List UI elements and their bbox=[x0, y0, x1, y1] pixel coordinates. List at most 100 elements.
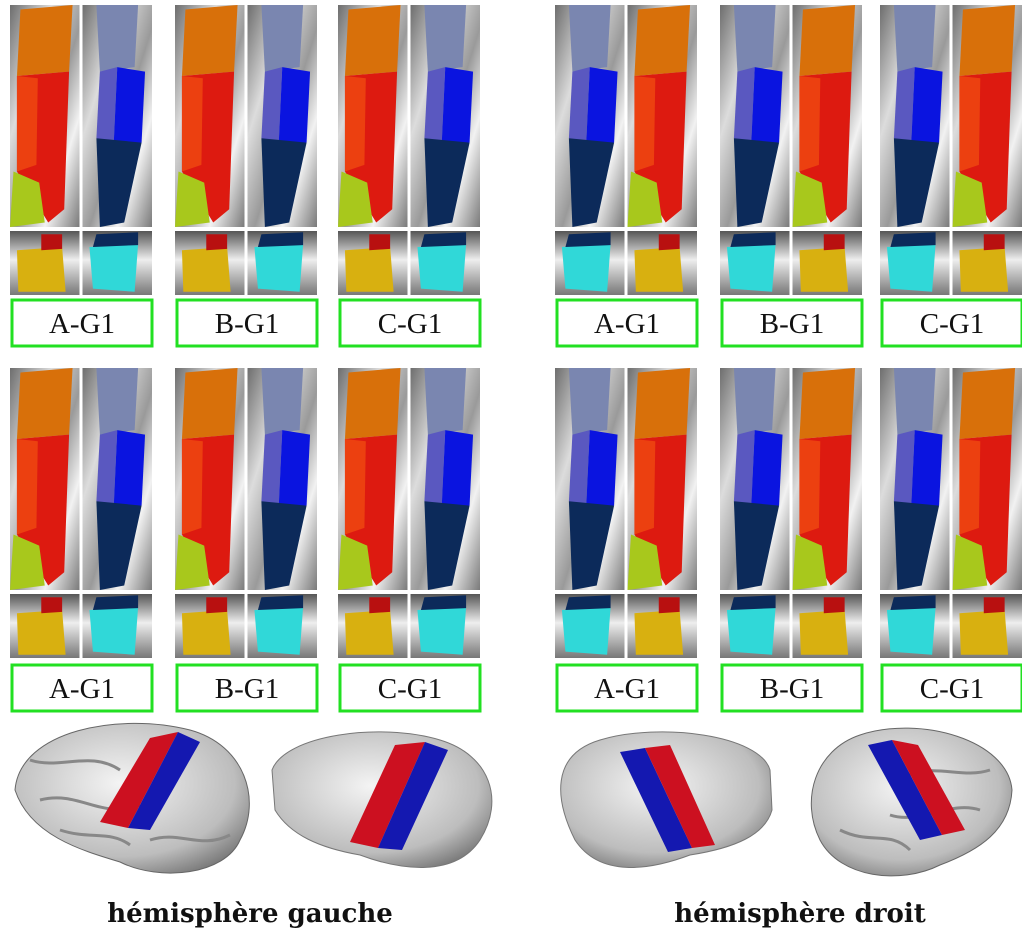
region-redorange bbox=[17, 76, 38, 171]
region-redorange bbox=[799, 76, 820, 171]
region-orange bbox=[959, 5, 1015, 76]
region-red bbox=[41, 234, 62, 250]
region-blue bbox=[442, 430, 473, 505]
region-slate bbox=[894, 5, 936, 72]
brain-left-lateral bbox=[15, 723, 249, 873]
region-navy bbox=[890, 232, 935, 247]
region-red bbox=[824, 234, 845, 250]
panel-label: A-G1 bbox=[594, 308, 660, 340]
region-yellow bbox=[182, 247, 231, 292]
panel: B-G1 bbox=[175, 5, 317, 346]
caption: hémisphère droit bbox=[674, 899, 926, 929]
region-cyan bbox=[89, 244, 138, 292]
region-orange bbox=[799, 368, 855, 439]
region-navy bbox=[93, 595, 138, 610]
panel-label: C-G1 bbox=[378, 308, 442, 340]
region-cyan bbox=[562, 244, 611, 292]
panel: B-G1 bbox=[720, 368, 862, 711]
panel: A-G1 bbox=[10, 368, 152, 711]
region-red bbox=[984, 234, 1005, 250]
region-yellow bbox=[799, 610, 848, 655]
region-cyan bbox=[887, 607, 936, 655]
region-yellow bbox=[634, 247, 683, 292]
region-red bbox=[369, 597, 390, 613]
brain-left-medial bbox=[272, 732, 492, 868]
region-yellow bbox=[17, 610, 66, 655]
region-purple bbox=[96, 67, 117, 142]
region-cyan bbox=[417, 244, 466, 292]
panel: A-G1 bbox=[555, 5, 697, 346]
region-purple bbox=[569, 430, 590, 505]
region-red bbox=[41, 597, 62, 613]
region-orange bbox=[959, 368, 1015, 439]
region-purple bbox=[96, 430, 117, 505]
region-blue bbox=[279, 430, 310, 505]
region-slate bbox=[734, 368, 776, 435]
region-yellow bbox=[345, 247, 394, 292]
region-purple bbox=[734, 430, 755, 505]
region-purple bbox=[894, 430, 915, 505]
region-cyan bbox=[727, 244, 776, 292]
region-redorange bbox=[345, 439, 366, 534]
region-navy bbox=[421, 232, 466, 247]
region-slate bbox=[734, 5, 776, 72]
region-blue bbox=[586, 67, 617, 142]
region-orange bbox=[17, 5, 73, 76]
region-slate bbox=[569, 368, 611, 435]
region-slate bbox=[894, 368, 936, 435]
panel-label: A-G1 bbox=[49, 673, 115, 705]
region-blue bbox=[751, 67, 782, 142]
panel: A-G1 bbox=[555, 368, 697, 711]
region-orange bbox=[634, 368, 690, 439]
region-navy bbox=[565, 232, 610, 247]
region-cyan bbox=[89, 607, 138, 655]
brain-right-medial bbox=[561, 732, 772, 868]
region-orange bbox=[345, 5, 401, 76]
region-slate bbox=[261, 5, 303, 72]
region-yellow bbox=[182, 610, 231, 655]
panel-label: B-G1 bbox=[215, 308, 279, 340]
region-cyan bbox=[417, 607, 466, 655]
panel: B-G1 bbox=[720, 5, 862, 346]
panel: A-G1 bbox=[10, 5, 152, 346]
region-blue bbox=[114, 67, 145, 142]
region-cyan bbox=[727, 607, 776, 655]
region-blue bbox=[114, 430, 145, 505]
region-redorange bbox=[959, 76, 980, 171]
region-navy bbox=[93, 232, 138, 247]
region-blue bbox=[751, 430, 782, 505]
region-purple bbox=[424, 67, 445, 142]
region-orange bbox=[182, 368, 238, 439]
region-orange bbox=[182, 5, 238, 76]
region-navy bbox=[421, 595, 466, 610]
region-orange bbox=[345, 368, 401, 439]
region-redorange bbox=[17, 439, 38, 534]
region-redorange bbox=[182, 76, 203, 171]
region-redorange bbox=[634, 76, 655, 171]
caption: hémisphère gauche bbox=[107, 899, 393, 929]
region-slate bbox=[569, 5, 611, 72]
region-blue bbox=[911, 430, 942, 505]
panel-label: C-G1 bbox=[920, 673, 984, 705]
region-orange bbox=[634, 5, 690, 76]
region-purple bbox=[894, 67, 915, 142]
page: {"groups": [ {"caption": "hémisphère gau… bbox=[0, 0, 1022, 934]
region-purple bbox=[424, 430, 445, 505]
panel-label: A-G1 bbox=[594, 673, 660, 705]
region-redorange bbox=[799, 439, 820, 534]
region-purple bbox=[261, 67, 282, 142]
region-navy bbox=[258, 232, 303, 247]
panel-label: B-G1 bbox=[760, 308, 824, 340]
panel-label: C-G1 bbox=[920, 308, 984, 340]
region-purple bbox=[261, 430, 282, 505]
panel: B-G1 bbox=[175, 368, 317, 711]
region-red bbox=[984, 597, 1005, 613]
region-slate bbox=[261, 368, 303, 435]
region-red bbox=[659, 597, 680, 613]
panel-label: C-G1 bbox=[378, 673, 442, 705]
panel-label: A-G1 bbox=[49, 308, 115, 340]
region-slate bbox=[96, 368, 138, 435]
region-red bbox=[659, 234, 680, 250]
region-redorange bbox=[345, 76, 366, 171]
panel: C-G1 bbox=[880, 5, 1022, 346]
